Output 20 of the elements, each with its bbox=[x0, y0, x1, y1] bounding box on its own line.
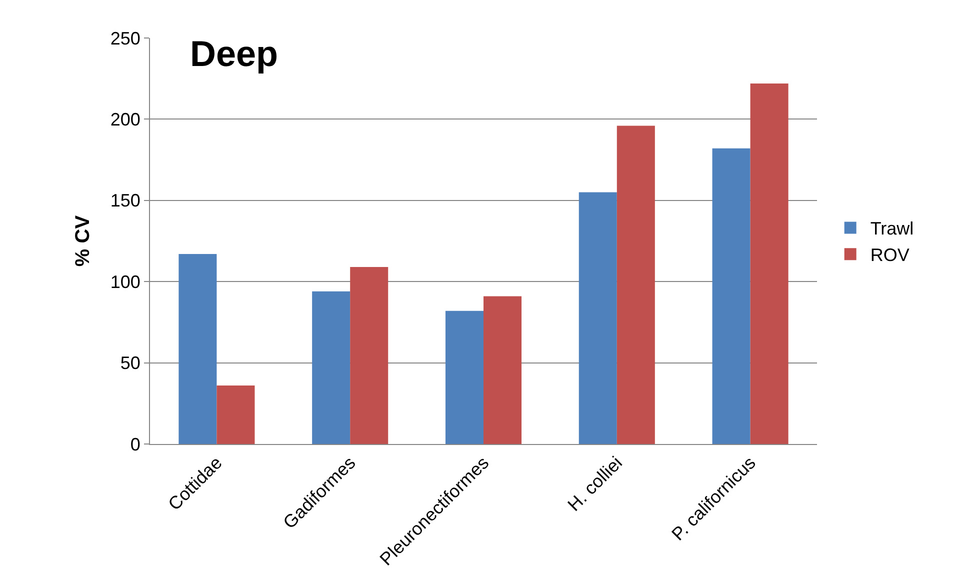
bar bbox=[578, 192, 617, 444]
bar bbox=[350, 266, 388, 444]
y-tick-label: 0 bbox=[130, 434, 140, 454]
legend-label: Trawl bbox=[870, 218, 914, 239]
bar bbox=[750, 83, 788, 444]
y-tick-label: 200 bbox=[110, 110, 140, 130]
bar bbox=[312, 291, 350, 444]
chart-title: Deep bbox=[190, 32, 278, 74]
bar bbox=[216, 386, 255, 444]
bar bbox=[445, 310, 484, 444]
bar bbox=[484, 296, 522, 444]
bar bbox=[712, 148, 750, 444]
legend-label: ROV bbox=[870, 245, 910, 266]
y-tick-label: 150 bbox=[110, 190, 140, 211]
bar bbox=[178, 254, 217, 444]
y-tick-label: 250 bbox=[110, 28, 140, 48]
bar bbox=[616, 126, 655, 444]
y-tick-label: 100 bbox=[110, 272, 140, 292]
y-tick-label: 50 bbox=[120, 353, 140, 374]
y-axis-title: % CV bbox=[72, 214, 94, 267]
